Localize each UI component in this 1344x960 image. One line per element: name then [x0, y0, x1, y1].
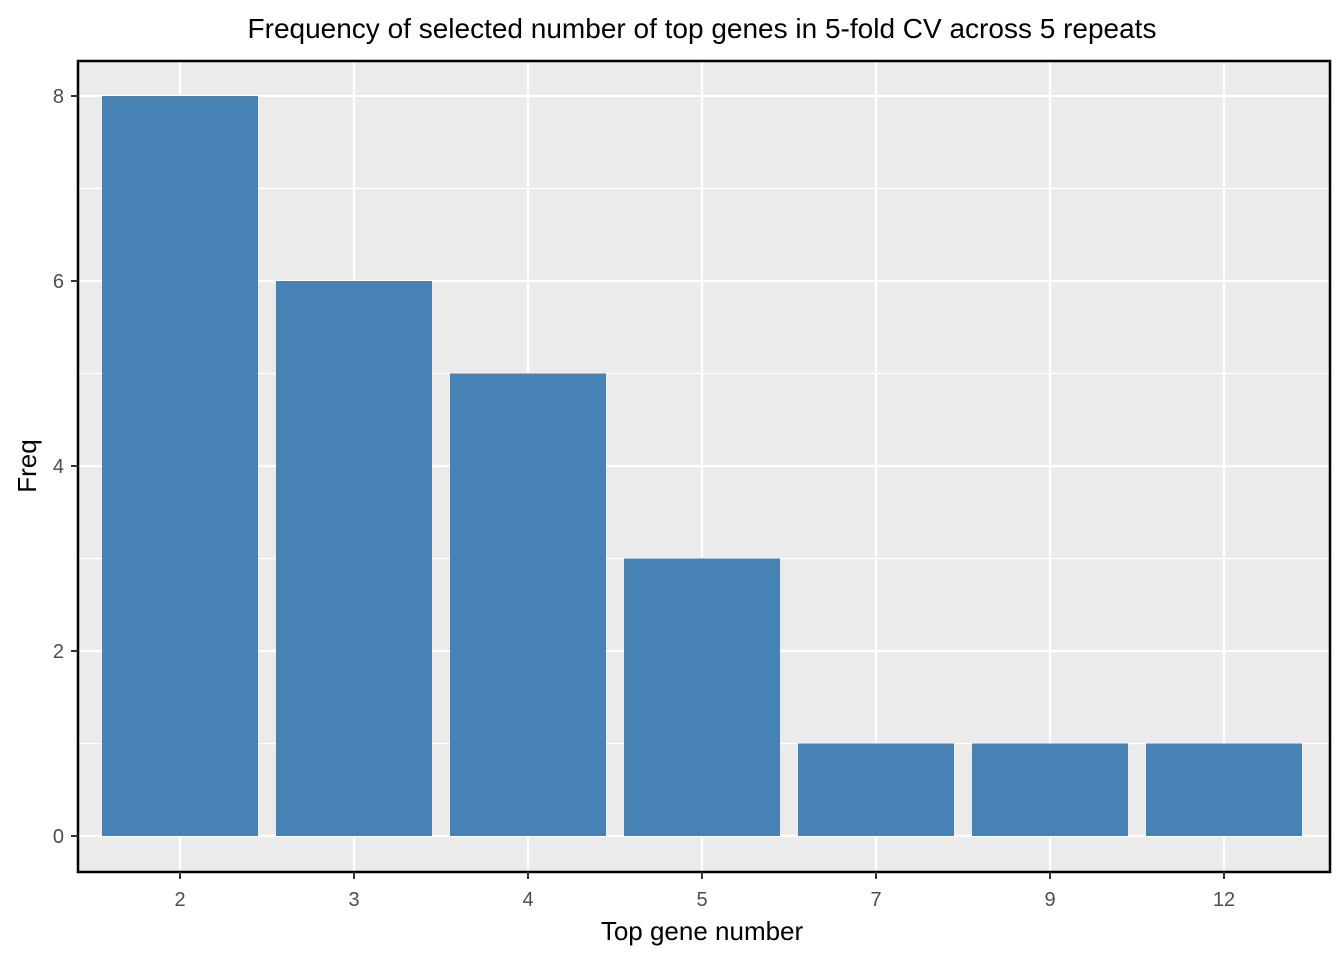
x-tick-label: 4	[522, 889, 533, 911]
bar-5	[624, 558, 780, 836]
bar-3	[276, 281, 432, 836]
bar-9	[972, 743, 1128, 836]
bar-4	[450, 373, 606, 836]
x-axis-title: Top gene number	[601, 916, 804, 946]
y-tick-label: 2	[53, 641, 64, 663]
chart-title: Frequency of selected number of top gene…	[248, 13, 1157, 44]
x-tick-label: 7	[870, 889, 881, 911]
bar-2	[102, 96, 258, 836]
y-axis: 0 2 4 6 8	[53, 86, 78, 848]
y-tick-label: 0	[53, 826, 64, 848]
x-tick-label: 9	[1044, 889, 1055, 911]
y-tick-label: 8	[53, 86, 64, 108]
bar-12	[1146, 743, 1302, 836]
x-tick-label: 5	[696, 889, 707, 911]
bars	[102, 96, 1302, 836]
y-tick-label: 4	[53, 456, 64, 478]
y-axis-title: Freq	[12, 439, 42, 492]
y-tick-label: 6	[53, 271, 64, 293]
x-tick-label: 12	[1213, 889, 1235, 911]
x-tick-label: 3	[348, 889, 359, 911]
x-tick-label: 2	[174, 889, 185, 911]
bar-7	[798, 743, 954, 836]
x-axis: 2 3 4 5 7 9 12	[174, 872, 1235, 911]
